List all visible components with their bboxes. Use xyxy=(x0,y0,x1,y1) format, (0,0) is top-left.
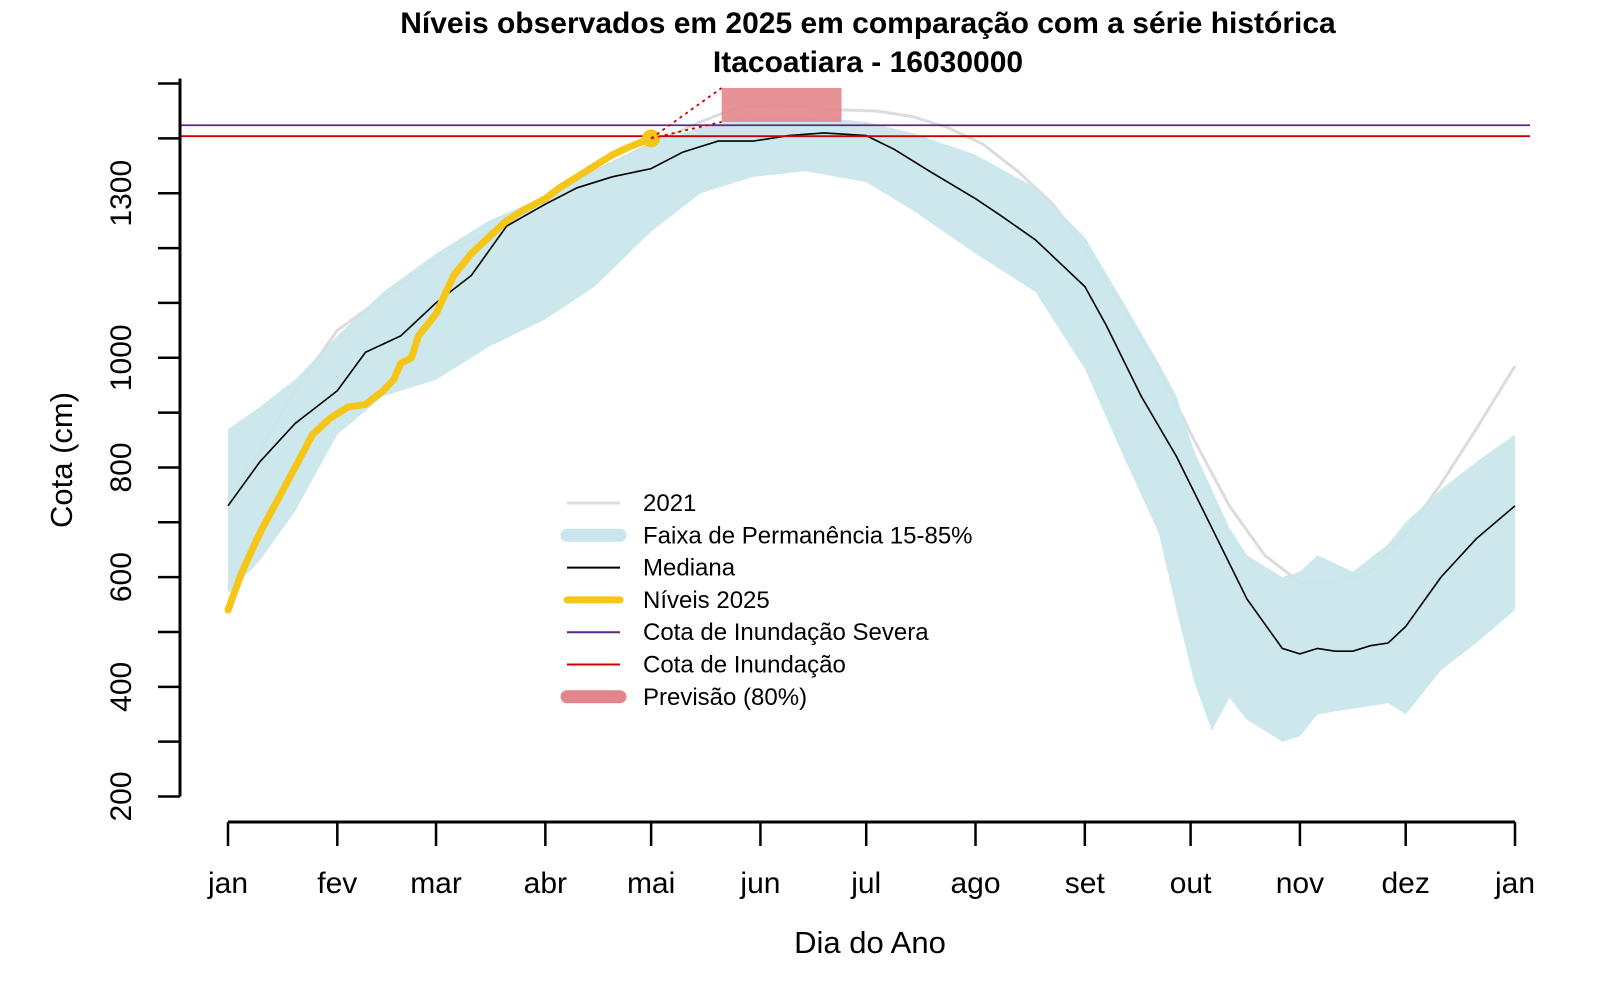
x-tick-label-jan-0: jan xyxy=(207,867,248,900)
x-tick-label-fev-1: fev xyxy=(317,867,357,900)
legend: 2021 Faixa de Permanência 15-85% Mediana Ní… xyxy=(560,490,973,711)
series-median-line xyxy=(227,132,1516,655)
y-tick-label-200: 200 xyxy=(105,771,138,821)
x-tick-label-mar-2: mar xyxy=(410,867,462,900)
legend-label-year2021: 2021 xyxy=(643,490,696,517)
x-tick-label-ago-7: ago xyxy=(950,867,1000,900)
x-tick-label-abr-3: abr xyxy=(524,867,567,900)
x-tick-label-set-8: set xyxy=(1065,867,1106,900)
legend-label-flood: Cota de Inundação xyxy=(643,652,846,679)
plot-area xyxy=(180,87,1530,742)
x-tick-label-jul-6: jul xyxy=(850,867,881,900)
x-tick-label-dez-11: dez xyxy=(1382,867,1430,900)
y-tick-label-800: 800 xyxy=(105,442,138,492)
y-tick-label-1000: 1000 xyxy=(105,324,138,391)
chart-title: Níveis observados em 2025 em comparação … xyxy=(400,7,1336,40)
chart-subtitle: Itacoatiara - 16030000 xyxy=(713,46,1023,79)
x-tick-label-jan-12: jan xyxy=(1494,867,1535,900)
x-tick-label-mai-4: mai xyxy=(627,867,675,900)
forecast-connector-lower xyxy=(650,121,722,140)
y-axis: 200 400 600 800 1000 1300 xyxy=(105,78,182,822)
y-axis-label: Cota (cm) xyxy=(44,392,79,528)
legend-label-severe: Cota de Inundação Severa xyxy=(643,619,929,646)
x-tick-label-jun-5: jun xyxy=(739,867,780,900)
forecast-connector-upper xyxy=(650,87,723,140)
x-tick-label-out-9: out xyxy=(1170,867,1212,900)
legend-label-levels2025: Níveis 2025 xyxy=(643,587,770,614)
series-2025-line xyxy=(224,134,655,614)
x-tick-label-nov-10: nov xyxy=(1276,867,1324,900)
y-tick-label-1300: 1300 xyxy=(105,160,138,227)
band-15-85 xyxy=(228,116,1515,742)
forecast-box xyxy=(721,87,842,122)
legend-label-band: Faixa de Permanência 15-85% xyxy=(643,522,973,549)
y-tick-label-600: 600 xyxy=(105,552,138,602)
legend-label-median: Mediana xyxy=(643,555,736,582)
x-axis-label: Dia do Ano xyxy=(794,925,946,960)
x-axis: jan fev mar abr mai jun jul ago set out nov dez jan xyxy=(207,820,1535,900)
y-tick-label-400: 400 xyxy=(105,662,138,712)
legend-label-forecast: Previsão (80%) xyxy=(643,684,807,711)
